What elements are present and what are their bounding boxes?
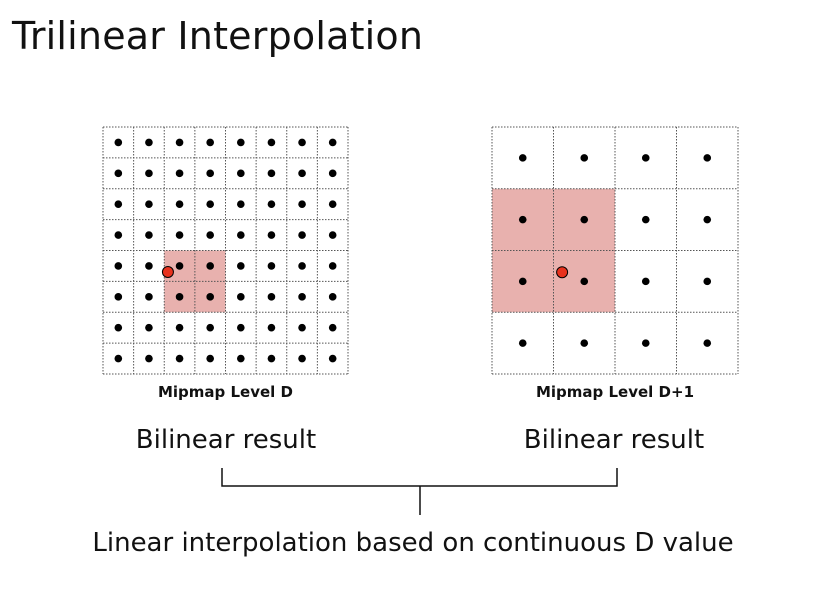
texel-dot (145, 231, 153, 239)
texel-dot (114, 323, 123, 332)
texel-dot (145, 169, 153, 178)
texel-dot (703, 154, 712, 162)
texel-dot (175, 354, 184, 363)
texel-dot (175, 323, 184, 332)
bilinear-result-label-d1: Bilinear result (523, 425, 705, 455)
texel-dot (145, 354, 153, 363)
texel-dot (145, 262, 153, 270)
texel-dot (298, 262, 306, 270)
texel-dot (114, 231, 123, 239)
sample-point (161, 265, 174, 278)
texel-dot (328, 231, 337, 239)
texel-dot (703, 277, 712, 286)
texel-dot (298, 323, 306, 332)
texel-dot (641, 277, 650, 286)
texel-dot (175, 231, 184, 239)
bilinear-result-label-d: Bilinear result (135, 425, 317, 455)
texel-dot (206, 262, 214, 270)
texel-dot (237, 293, 245, 301)
texel-dot (298, 231, 306, 239)
texel-dot (298, 138, 306, 147)
texel-dot (206, 293, 214, 301)
texel-dot (237, 354, 245, 363)
texel-dot (206, 354, 214, 363)
texel-dot (145, 200, 153, 208)
mipmap-level-d-label: Mipmap Level D (157, 383, 293, 401)
texel-dot (114, 354, 123, 363)
texel-dot (237, 231, 245, 239)
texel-dot (298, 200, 306, 208)
texel-dot (145, 323, 153, 332)
texel-dot (580, 215, 589, 224)
texel-dot (641, 215, 650, 224)
texel-dot (267, 293, 276, 301)
mipmap-level-d-grid (102, 126, 349, 375)
texel-dot (267, 323, 276, 332)
texel-dot (237, 323, 245, 332)
texel-dot (328, 262, 337, 270)
texel-dot (114, 138, 123, 147)
texel-dot (237, 200, 245, 208)
texel-dot (518, 154, 527, 162)
texel-dot (641, 154, 650, 162)
texel-dot (328, 354, 337, 363)
texel-dot (114, 169, 123, 178)
texel-dot (267, 169, 276, 178)
texel-dot (580, 154, 589, 162)
texel-dot (237, 262, 245, 270)
texel-dot (267, 138, 276, 147)
texel-dot (175, 262, 184, 270)
texel-dot (237, 138, 245, 147)
texel-dot (298, 293, 306, 301)
texel-dot (267, 231, 276, 239)
texel-dot (580, 277, 589, 286)
texel-dot (703, 215, 712, 224)
texel-dot (267, 354, 276, 363)
texel-dot (267, 200, 276, 208)
texel-dot (518, 277, 527, 286)
texel-dot (206, 138, 214, 147)
texel-dot (175, 200, 184, 208)
texel-dot (580, 339, 589, 347)
texel-dot (114, 262, 123, 270)
texel-dot (114, 293, 123, 301)
mipmap-level-d1-label: Mipmap Level D+1 (535, 383, 695, 401)
texel-dot (145, 293, 153, 301)
texel-dot (518, 339, 527, 347)
linear-interpolation-caption: Linear interpolation based on continuous… (92, 528, 734, 558)
page-title: Trilinear Interpolation (12, 14, 424, 58)
texel-dot (518, 215, 527, 224)
texel-dot (175, 169, 184, 178)
texel-dot (267, 262, 276, 270)
mipmap-level-d1-grid (491, 126, 739, 375)
texel-dot (145, 138, 153, 147)
texel-dot (641, 339, 650, 347)
texel-dot (206, 200, 214, 208)
texel-dot (328, 169, 337, 178)
texel-dot (206, 231, 214, 239)
texel-dot (328, 200, 337, 208)
texel-dot (175, 293, 184, 301)
texel-dot (328, 293, 337, 301)
texel-dot (175, 138, 184, 147)
texel-dot (703, 339, 712, 347)
texel-dot (328, 138, 337, 147)
texel-dot (328, 323, 337, 332)
texel-dot (206, 323, 214, 332)
texel-dot (206, 169, 214, 178)
texel-dot (237, 169, 245, 178)
sample-point (556, 266, 569, 279)
texel-dot (298, 354, 306, 363)
texel-dot (298, 169, 306, 178)
texel-dot (114, 200, 123, 208)
